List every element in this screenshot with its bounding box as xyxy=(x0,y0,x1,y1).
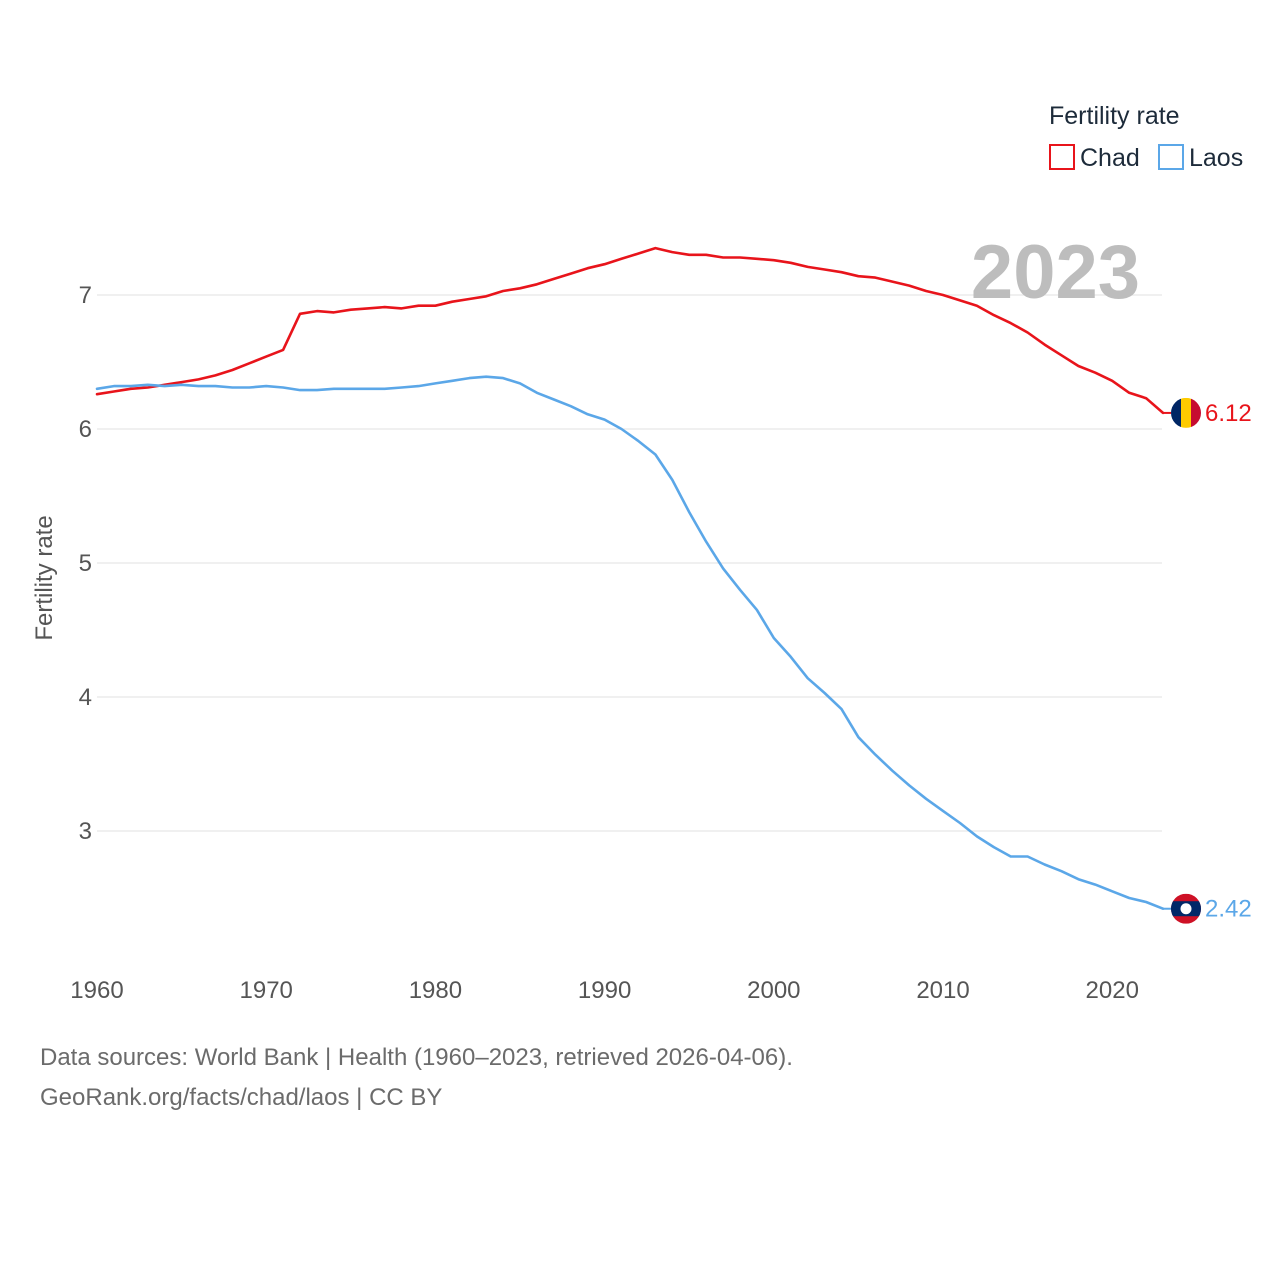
data-sources-note: Data sources: World Bank | Health (1960–… xyxy=(40,1044,793,1071)
end-value-label-chad: 6.12 xyxy=(1205,400,1252,427)
y-tick-label-5: 5 xyxy=(79,550,92,577)
legend: Fertility rate Chad Laos xyxy=(1049,102,1243,172)
line-chart: 3 4 5 6 7 1960 1970 1980 1990 2000 2010 2020 Ferti… xyxy=(31,102,1252,1004)
legend-item-chad[interactable]: Chad xyxy=(1049,144,1140,172)
legend-title: Fertility rate xyxy=(1049,102,1180,130)
series-line-laos xyxy=(95,375,1165,910)
legend-label-laos: Laos xyxy=(1189,144,1243,172)
x-axis-ticks: 1960 1970 1980 1990 2000 2010 2020 xyxy=(70,977,1139,1004)
x-tick-label-1990: 1990 xyxy=(578,977,631,1004)
y-tick-label-7: 7 xyxy=(79,282,92,309)
x-tick-label-1970: 1970 xyxy=(240,977,293,1004)
series-line-chad xyxy=(95,246,1165,415)
legend-label-chad: Chad xyxy=(1080,144,1140,172)
y-axis-title: Fertility rate xyxy=(31,515,58,640)
x-tick-label-2010: 2010 xyxy=(916,977,969,1004)
x-tick-label-2020: 2020 xyxy=(1086,977,1139,1004)
flag-laos-icon xyxy=(1171,893,1201,924)
legend-swatch-chad xyxy=(1049,144,1075,170)
end-markers: 6.12 2.42 xyxy=(1163,397,1252,924)
series-lines xyxy=(95,246,1165,910)
gridlines xyxy=(97,294,1162,832)
x-tick-label-1980: 1980 xyxy=(409,977,462,1004)
y-tick-label-3: 3 xyxy=(79,818,92,845)
year-label: 2023 xyxy=(971,230,1140,315)
legend-item-laos[interactable]: Laos xyxy=(1158,144,1243,172)
x-tick-label-1960: 1960 xyxy=(70,977,123,1004)
credit-link[interactable]: GeoRank.org/facts/chad/laos | CC BY xyxy=(40,1084,443,1111)
y-axis-ticks: 3 4 5 6 7 xyxy=(79,282,92,845)
y-tick-label-6: 6 xyxy=(79,416,92,443)
end-value-label-laos: 2.42 xyxy=(1205,896,1252,923)
legend-swatch-laos xyxy=(1158,144,1184,170)
x-tick-label-2000: 2000 xyxy=(747,977,800,1004)
flag-chad-icon xyxy=(1171,397,1201,428)
y-tick-label-4: 4 xyxy=(79,684,92,711)
